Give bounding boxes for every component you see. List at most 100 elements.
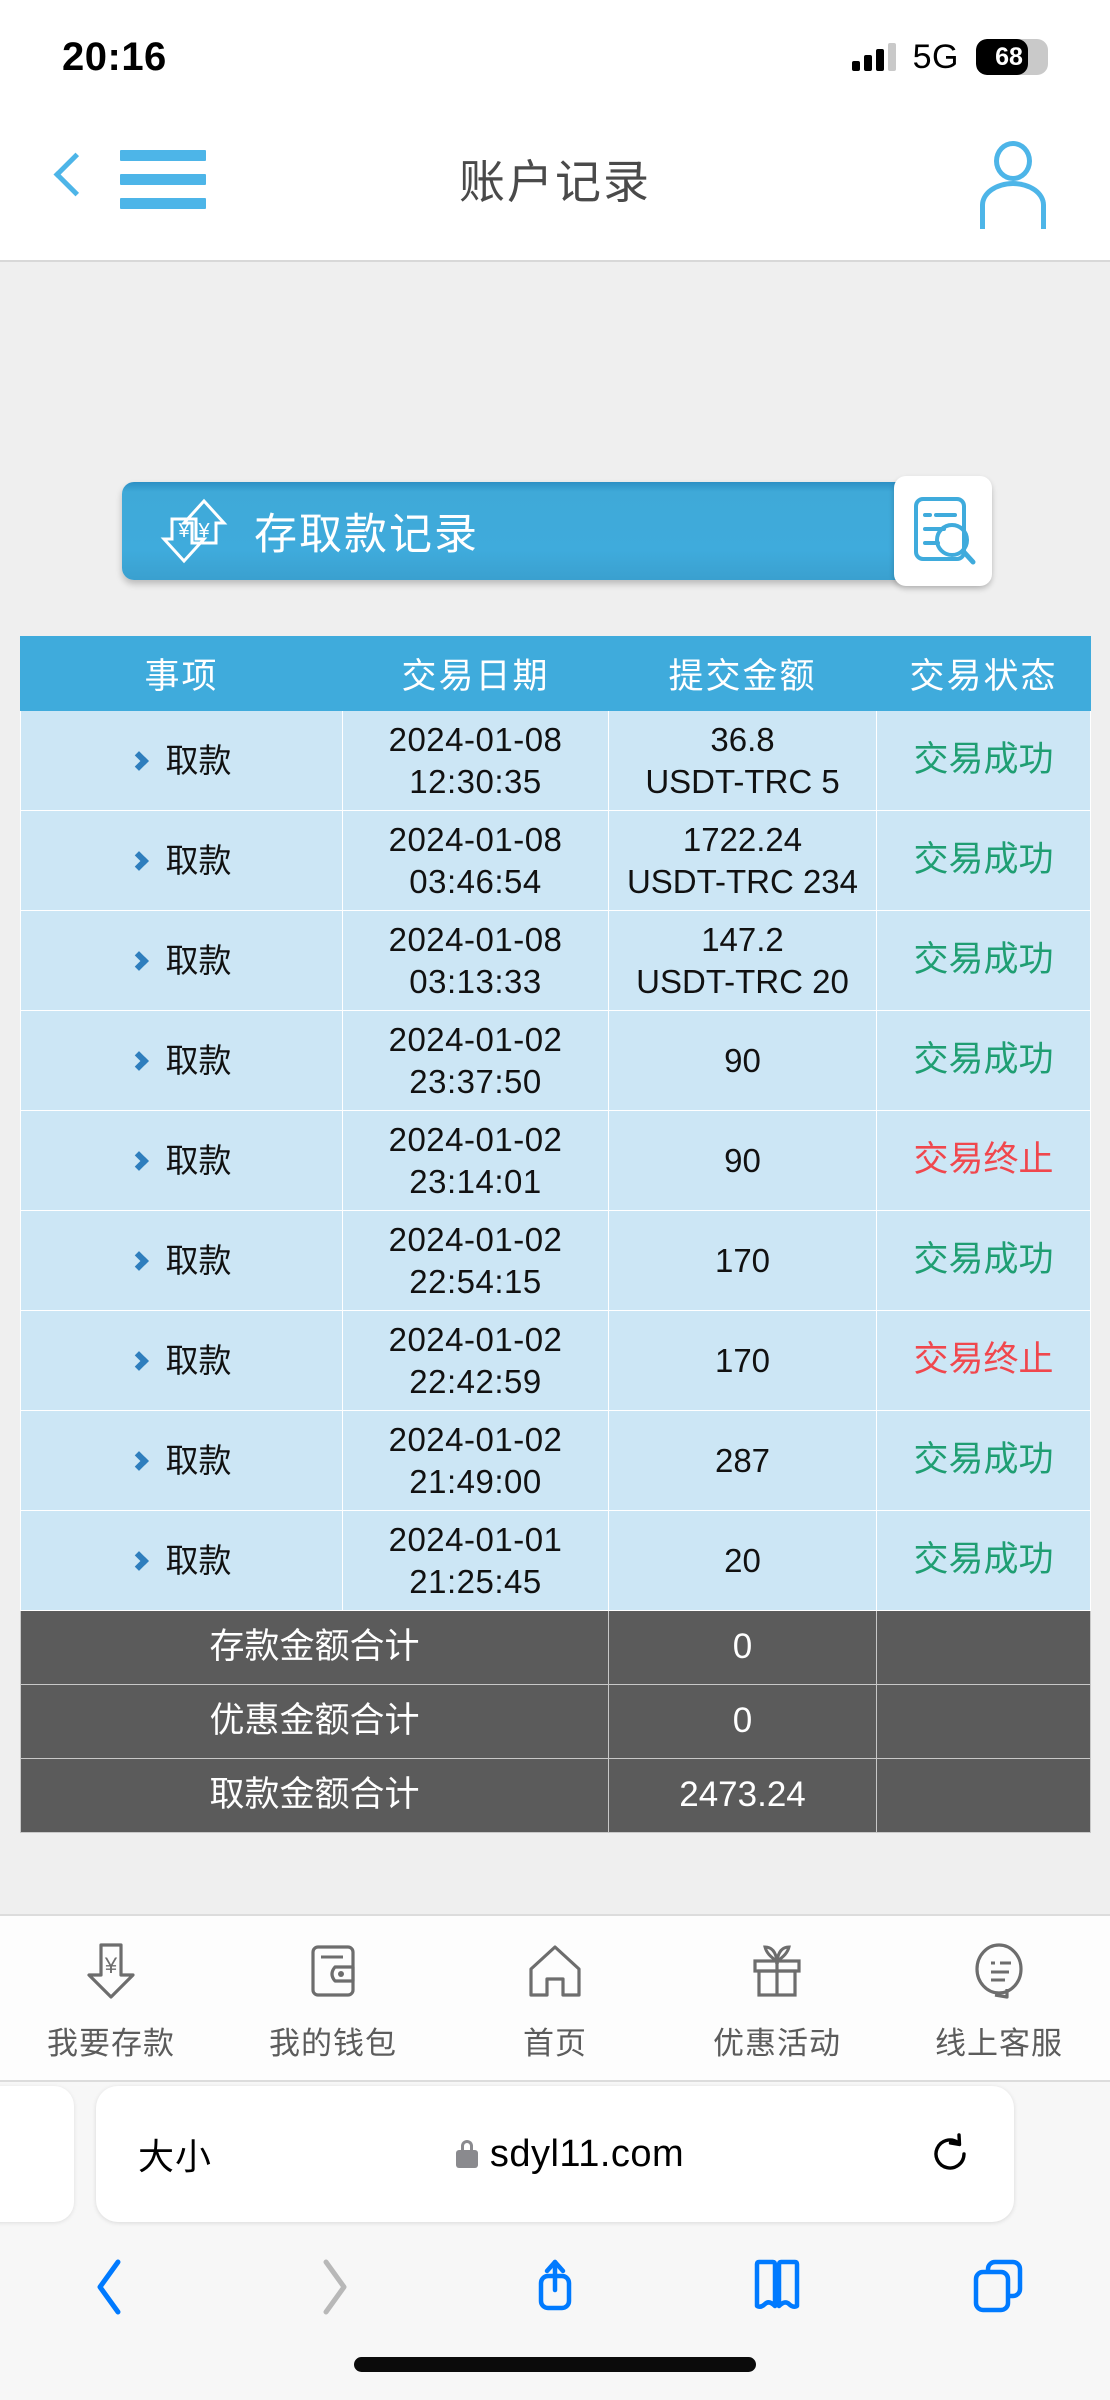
summary-row: 存款金额合计 0 (20, 1610, 1091, 1685)
column-header-status: 交易状态 (876, 636, 1091, 711)
cell-amount: 287 (608, 1410, 877, 1511)
nav-item-3[interactable]: 首页 (444, 1934, 666, 2063)
nav-item-5[interactable]: 线上客服 (888, 1934, 1110, 2063)
nav-item-4[interactable]: 优惠活动 (666, 1934, 888, 2063)
chevron-right-icon[interactable] (128, 850, 149, 871)
date-value: 2024-01-02 (388, 1420, 563, 1458)
cell-date: 2024-01-02 22:42:59 (342, 1310, 609, 1411)
user-avatar-icon[interactable] (976, 141, 1050, 229)
status-indicators: 5G 68 (851, 38, 1048, 77)
time-value: 22:42:59 (409, 1362, 542, 1400)
cell-status: 交易终止 (876, 1110, 1091, 1211)
status-badge: 交易终止 (913, 1140, 1054, 1180)
cell-amount: 1722.24 USDT-TRC 234 (608, 810, 877, 911)
date-value: 2024-01-08 (388, 920, 563, 958)
status-badge: 交易成功 (913, 940, 1054, 980)
table-row[interactable]: 取款 2024-01-08 12:30:35 36.8 USDT-TRC 5 交易成功 (20, 710, 1091, 811)
battery-percent: 68 (995, 42, 1023, 71)
cell-item[interactable]: 取款 (20, 1110, 343, 1211)
cell-status: 交易成功 (876, 1410, 1091, 1511)
time-value: 23:14:01 (409, 1162, 542, 1200)
nav-item-2[interactable]: 我的钱包 (222, 1934, 444, 2063)
bookmarks-icon[interactable] (666, 2258, 888, 2316)
text-size-button[interactable]: 大小 (138, 2136, 213, 2177)
chevron-right-icon[interactable] (128, 1250, 149, 1271)
nav-item-label: 优惠活动 (713, 2025, 841, 2061)
deposit-withdraw-arrows-icon: ¥ ¥ (158, 491, 246, 571)
cell-amount: 36.8 USDT-TRC 5 (608, 710, 877, 811)
cell-amount: 90 (608, 1110, 877, 1211)
status-badge: 交易成功 (913, 740, 1054, 780)
cell-date: 2024-01-08 03:13:33 (342, 910, 609, 1011)
battery-icon: 68 (976, 39, 1048, 75)
reload-icon[interactable] (928, 2132, 972, 2176)
banner-label: 存取款记录 (254, 511, 479, 559)
adjacent-tab-peek[interactable] (0, 2086, 74, 2222)
records-banner[interactable]: ¥ ¥ 存取款记录 (122, 476, 992, 586)
cell-item[interactable]: 取款 (20, 810, 343, 911)
transaction-table: 事项 交易日期 提交金额 交易状态 取款 2024-01-08 12:30:35 36… (20, 636, 1091, 1833)
cell-amount: 170 (608, 1310, 877, 1411)
cell-date: 2024-01-02 21:49:00 (342, 1410, 609, 1511)
cell-date: 2024-01-08 03:46:54 (342, 810, 609, 911)
time-value: 23:37:50 (409, 1062, 542, 1100)
table-row[interactable]: 取款 2024-01-02 21:49:00 287 交易成功 (20, 1410, 1091, 1511)
nav-item-1[interactable]: ¥ 我要存款 (0, 1934, 222, 2063)
nav-item-label: 首页 (523, 2025, 587, 2061)
status-badge: 交易成功 (913, 1240, 1054, 1280)
nav-item-label: 我要存款 (47, 2025, 175, 2061)
table-row[interactable]: 取款 2024-01-08 03:13:33 147.2 USDT-TRC 20 交易成功 (20, 910, 1091, 1011)
cell-item[interactable]: 取款 (20, 910, 343, 1011)
cell-item[interactable]: 取款 (20, 710, 343, 811)
cell-item[interactable]: 取款 (20, 1310, 343, 1411)
time-value: 03:46:54 (409, 862, 542, 900)
chevron-right-icon[interactable] (128, 1550, 149, 1571)
table-row[interactable]: 取款 2024-01-08 03:46:54 1722.24 USDT-TRC 234 交… (20, 810, 1091, 911)
time-value: 03:13:33 (409, 962, 542, 1000)
cell-item[interactable]: 取款 (20, 1410, 343, 1511)
date-value: 2024-01-02 (388, 1220, 563, 1258)
cell-item[interactable]: 取款 (20, 1510, 343, 1611)
status-badge: 交易成功 (913, 840, 1054, 880)
back-icon[interactable] (0, 2256, 222, 2318)
time-value: 12:30:35 (409, 762, 542, 800)
item-label: 取款 (165, 1541, 232, 1579)
table-row[interactable]: 取款 2024-01-02 23:37:50 90 交易成功 (20, 1010, 1091, 1111)
cell-amount: 90 (608, 1010, 877, 1111)
chevron-right-icon[interactable] (128, 750, 149, 771)
forward-icon (222, 2256, 444, 2318)
chevron-right-icon[interactable] (128, 1350, 149, 1371)
document-search-icon[interactable] (894, 476, 992, 586)
address-bar[interactable]: 大小 sdyl11.com (96, 2086, 1014, 2222)
hamburger-menu-icon[interactable] (120, 149, 206, 209)
summary-value: 0 (608, 1684, 877, 1759)
table-row[interactable]: 取款 2024-01-02 23:14:01 90 交易终止 (20, 1110, 1091, 1211)
chevron-right-icon[interactable] (128, 1150, 149, 1171)
back-chevron-icon[interactable] (52, 153, 82, 205)
amount-value: 36.8 (710, 720, 775, 758)
cell-status: 交易成功 (876, 710, 1091, 811)
table-row[interactable]: 取款 2024-01-01 21:25:45 20 交易成功 (20, 1510, 1091, 1611)
item-label: 取款 (165, 1341, 232, 1379)
table-row[interactable]: 取款 2024-01-02 22:42:59 170 交易终止 (20, 1310, 1091, 1411)
cell-item[interactable]: 取款 (20, 1010, 343, 1111)
item-label: 取款 (165, 741, 232, 779)
summary-label: 优惠金额合计 (20, 1684, 609, 1759)
tabs-icon[interactable] (888, 2258, 1110, 2316)
chevron-right-icon[interactable] (128, 950, 149, 971)
gift-icon (740, 1934, 814, 2008)
chevron-right-icon[interactable] (128, 1450, 149, 1471)
table-row[interactable]: 取款 2024-01-02 22:54:15 170 交易成功 (20, 1210, 1091, 1311)
nav-item-label: 我的钱包 (269, 2025, 397, 2061)
cell-status: 交易成功 (876, 810, 1091, 911)
wallet-icon (296, 1934, 370, 2008)
share-icon[interactable] (444, 2256, 666, 2318)
cell-item[interactable]: 取款 (20, 1210, 343, 1311)
chevron-right-icon[interactable] (128, 1050, 149, 1071)
amount-currency: USDT-TRC 234 (626, 862, 859, 900)
svg-text:¥: ¥ (104, 1953, 118, 1978)
cell-date: 2024-01-01 21:25:45 (342, 1510, 609, 1611)
safari-toolbar (0, 2232, 1110, 2342)
cell-status: 交易成功 (876, 1510, 1091, 1611)
